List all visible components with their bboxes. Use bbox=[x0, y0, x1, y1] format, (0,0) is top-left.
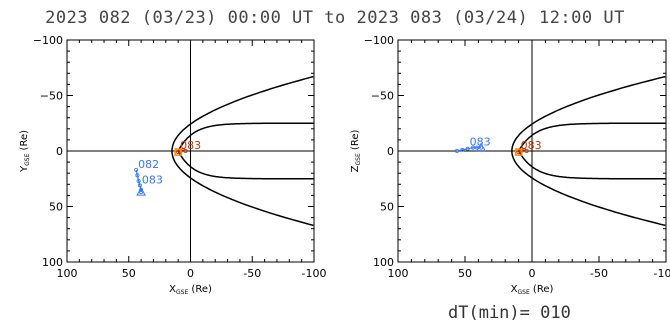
track-point bbox=[134, 167, 139, 172]
chart-title: 2023 082 (03/23) 00:00 UT to 2023 083 (0… bbox=[45, 8, 625, 28]
magnetopause-upper bbox=[177, 122, 314, 152]
plot-panel-right: 100 50 0 -50 -100 −100 −50 0 50 100 XGSE (Re) ZGSE … bbox=[350, 34, 670, 296]
track-label: 083 bbox=[521, 139, 542, 152]
x-tick-label: -50 bbox=[590, 267, 608, 280]
track-end-marker bbox=[136, 187, 146, 196]
magnetopause-upper bbox=[517, 122, 666, 152]
track-label: 082 bbox=[138, 158, 159, 171]
bow-shock-lower bbox=[511, 151, 666, 227]
x-tick-label: 50 bbox=[458, 267, 472, 280]
y-tick-label: 50 bbox=[49, 201, 63, 214]
y-tick-label: −50 bbox=[371, 90, 394, 103]
track-point bbox=[139, 190, 144, 195]
track-point bbox=[524, 148, 529, 153]
x-tick-label: -100 bbox=[302, 267, 327, 280]
x-tick-label: 0 bbox=[529, 267, 536, 280]
y-axis-label: YGSE (Re) bbox=[19, 130, 31, 173]
track-end-marker bbox=[514, 148, 523, 156]
x-axis-label: XGSE (Re) bbox=[169, 284, 212, 296]
track-point bbox=[471, 145, 476, 150]
y-tick-label: 100 bbox=[373, 256, 394, 269]
y-tick-label: 100 bbox=[42, 256, 63, 269]
x-tick-label: 50 bbox=[122, 267, 136, 280]
y-tick-label: −100 bbox=[33, 34, 63, 47]
x-tick-label: -50 bbox=[243, 267, 261, 280]
track-end-marker bbox=[174, 148, 182, 156]
x-axis-label: XGSE (Re) bbox=[511, 284, 554, 296]
y-tick-label: 50 bbox=[380, 201, 394, 214]
track-point bbox=[479, 145, 484, 150]
x-tick-label: 0 bbox=[187, 267, 194, 280]
track-point bbox=[135, 173, 140, 178]
dt-label: dT(min)= 010 bbox=[448, 303, 571, 323]
x-tick-label: 100 bbox=[388, 267, 409, 280]
track-label: 083 bbox=[180, 139, 201, 152]
y-tick-label: −50 bbox=[40, 90, 63, 103]
bow-shock-upper bbox=[171, 75, 314, 151]
y-tick-label: −100 bbox=[364, 34, 394, 47]
track-point bbox=[136, 178, 141, 183]
track-point bbox=[460, 147, 465, 152]
track-point bbox=[183, 148, 188, 153]
magnetopause-lower bbox=[177, 150, 314, 180]
y-tick-label: 0 bbox=[387, 145, 394, 158]
track-point bbox=[465, 146, 470, 151]
bow-shock-lower bbox=[171, 151, 314, 227]
track-line bbox=[456, 147, 482, 152]
magnetopause-lower bbox=[517, 150, 666, 180]
y-tick-label: 0 bbox=[56, 145, 63, 158]
plot-panel-left: 100 50 0 -50 -100 −100 −50 0 50 100 XGSE (Re) YGSE … bbox=[19, 34, 326, 296]
track-point bbox=[137, 183, 142, 188]
y-axis-label: ZGSE (Re) bbox=[350, 130, 362, 173]
x-tick-label: -100 bbox=[654, 267, 670, 280]
track-label: 083 bbox=[470, 136, 491, 149]
track-label: 083 bbox=[142, 173, 163, 186]
bow-shock-upper bbox=[511, 75, 666, 151]
track-point bbox=[454, 148, 459, 153]
x-tick-label: 100 bbox=[57, 267, 78, 280]
track-end-marker bbox=[476, 142, 486, 152]
